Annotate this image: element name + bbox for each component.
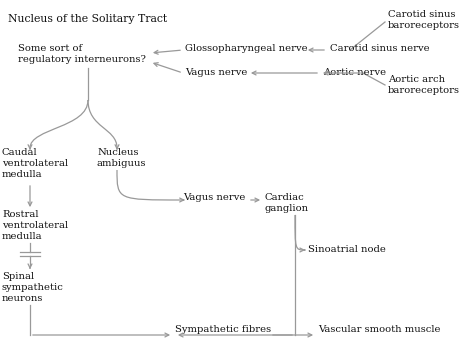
Text: ventrolateral: ventrolateral bbox=[2, 221, 68, 230]
Text: Carotid sinus nerve: Carotid sinus nerve bbox=[330, 44, 429, 53]
Text: Vascular smooth muscle: Vascular smooth muscle bbox=[318, 325, 440, 334]
Text: Spinal: Spinal bbox=[2, 272, 34, 281]
Text: Nucleus: Nucleus bbox=[97, 148, 138, 157]
Text: Aortic nerve: Aortic nerve bbox=[323, 68, 386, 77]
Text: medulla: medulla bbox=[2, 232, 43, 241]
Text: Carotid sinus: Carotid sinus bbox=[388, 10, 456, 19]
Text: baroreceptors: baroreceptors bbox=[388, 86, 460, 95]
Text: sympathetic: sympathetic bbox=[2, 283, 64, 292]
Text: Sympathetic fibres: Sympathetic fibres bbox=[175, 325, 271, 334]
Text: Nucleus of the Solitary Tract: Nucleus of the Solitary Tract bbox=[8, 14, 167, 24]
Text: neurons: neurons bbox=[2, 294, 44, 303]
Text: Vagus nerve: Vagus nerve bbox=[183, 193, 246, 202]
Text: Sinoatrial node: Sinoatrial node bbox=[308, 245, 386, 254]
Text: regulatory interneurons?: regulatory interneurons? bbox=[18, 55, 146, 64]
Text: baroreceptors: baroreceptors bbox=[388, 21, 460, 30]
Text: ganglion: ganglion bbox=[265, 204, 309, 213]
Text: Cardiac: Cardiac bbox=[265, 193, 305, 202]
Text: Aortic arch: Aortic arch bbox=[388, 75, 445, 84]
Text: Rostral: Rostral bbox=[2, 210, 38, 219]
Text: Caudal: Caudal bbox=[2, 148, 37, 157]
Text: Glossopharyngeal nerve: Glossopharyngeal nerve bbox=[185, 44, 308, 53]
Text: ambiguus: ambiguus bbox=[97, 159, 146, 168]
Text: Vagus nerve: Vagus nerve bbox=[185, 68, 247, 77]
Text: ventrolateral: ventrolateral bbox=[2, 159, 68, 168]
Text: Some sort of: Some sort of bbox=[18, 44, 82, 53]
Text: medulla: medulla bbox=[2, 170, 43, 179]
